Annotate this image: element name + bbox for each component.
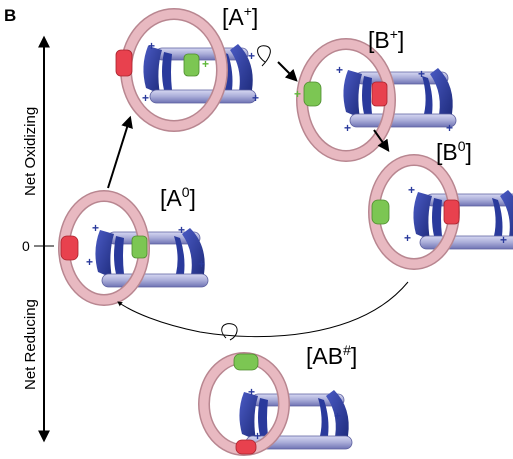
svg-text:+: + <box>92 221 99 235</box>
svg-text:+: + <box>148 39 155 53</box>
state-label-ab-hash: [AB#] <box>306 342 357 369</box>
svg-text:+: + <box>86 255 93 269</box>
state-label-a-plus: [A+] <box>222 3 258 30</box>
rotation-glyph <box>257 45 271 67</box>
red-station <box>115 49 133 77</box>
svg-text:+: + <box>446 121 453 135</box>
svg-text:+: + <box>418 67 425 81</box>
svg-text:+: + <box>344 121 351 135</box>
axis-label-reducing: Net Reducing <box>22 299 39 390</box>
svg-text:+: + <box>254 429 261 443</box>
green-station <box>183 53 200 77</box>
svg-text:+: + <box>202 57 209 71</box>
svg-text:+: + <box>142 91 149 105</box>
red-station <box>371 81 388 107</box>
svg-text:+: + <box>334 409 341 423</box>
svg-text:+: + <box>248 385 255 399</box>
state-label-b-zero: [B0] <box>436 138 472 165</box>
svg-text:+: + <box>294 87 301 101</box>
red-station <box>443 199 460 225</box>
axis-label-oxidizing: Net Oxidizing <box>22 107 39 196</box>
rotation-glyph <box>221 323 238 341</box>
svg-text:+: + <box>198 257 205 271</box>
svg-text:+: + <box>252 91 259 105</box>
red-station <box>235 439 257 455</box>
svg-text:+: + <box>500 233 507 247</box>
arrow-a0-to-a-plus <box>107 115 133 189</box>
green-station <box>371 199 390 225</box>
arrow-b0-to-a0 <box>117 281 409 338</box>
green-station <box>303 81 322 107</box>
green-station <box>131 235 148 259</box>
svg-text:+: + <box>248 49 255 63</box>
state-label-b-plus: [B+] <box>368 26 404 53</box>
zero-label: 0 <box>22 238 30 254</box>
molecule-b-plus: + + + + + <box>294 38 457 162</box>
arrow-b-plus-to-b0 <box>373 129 390 152</box>
svg-text:+: + <box>178 223 185 237</box>
svg-text:+: + <box>404 231 411 245</box>
green-station <box>233 353 259 371</box>
molecule-ab-hash: + + + <box>198 352 353 456</box>
molecule-a-zero: + + + + <box>58 190 209 306</box>
red-station <box>60 235 79 261</box>
arrow-a-plus-to-b-plus <box>277 61 298 82</box>
state-label-a-zero: [A0] <box>160 184 196 211</box>
molecule-b-zero: + + + <box>368 154 513 270</box>
svg-text:+: + <box>336 63 343 77</box>
svg-text:+: + <box>408 183 415 197</box>
molecule-a-plus: + + + + + <box>115 8 259 132</box>
panel-letter: B <box>4 6 16 25</box>
